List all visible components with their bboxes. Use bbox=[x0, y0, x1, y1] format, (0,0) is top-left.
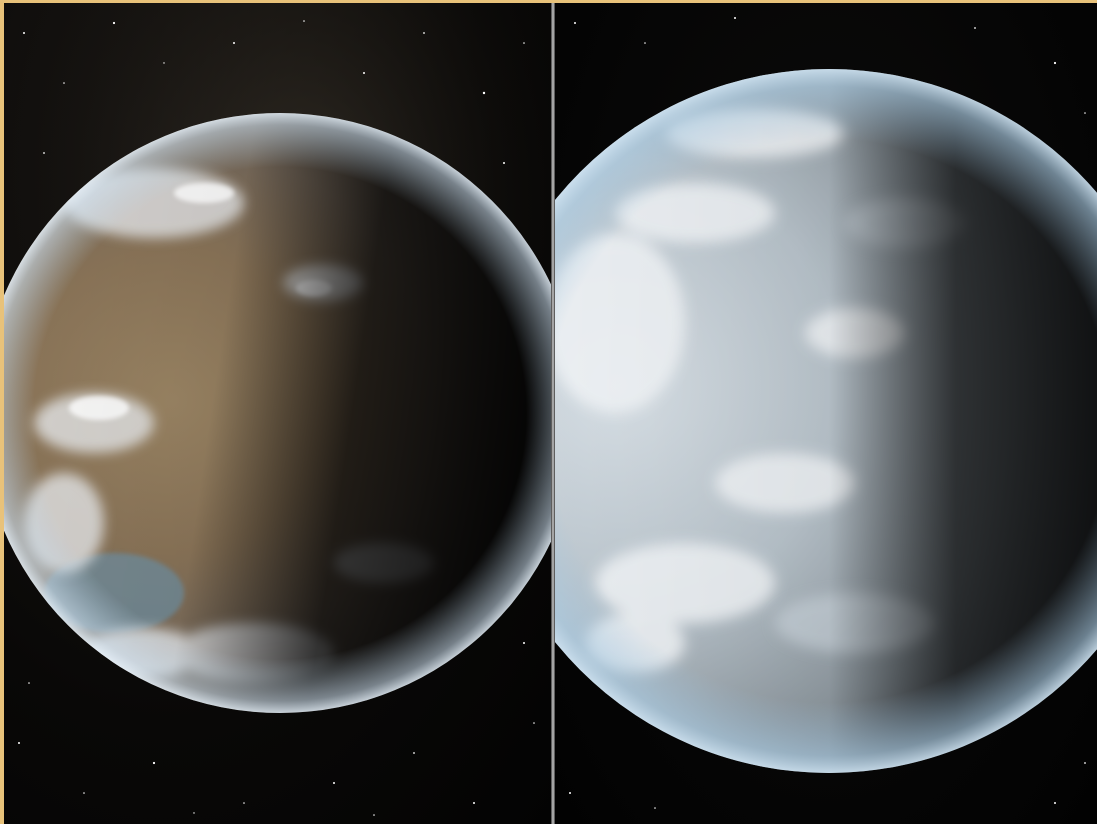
starfield bbox=[18, 20, 535, 816]
left-panel bbox=[4, 3, 551, 824]
panel-divider bbox=[551, 3, 555, 824]
planet-right bbox=[555, 69, 1097, 773]
image-frame bbox=[4, 3, 1097, 824]
right-planet-scene bbox=[555, 17, 1097, 809]
starfield-right bbox=[569, 17, 1086, 809]
left-planet-scene bbox=[4, 3, 551, 824]
right-panel bbox=[555, 3, 1097, 824]
planet-left bbox=[4, 113, 551, 713]
